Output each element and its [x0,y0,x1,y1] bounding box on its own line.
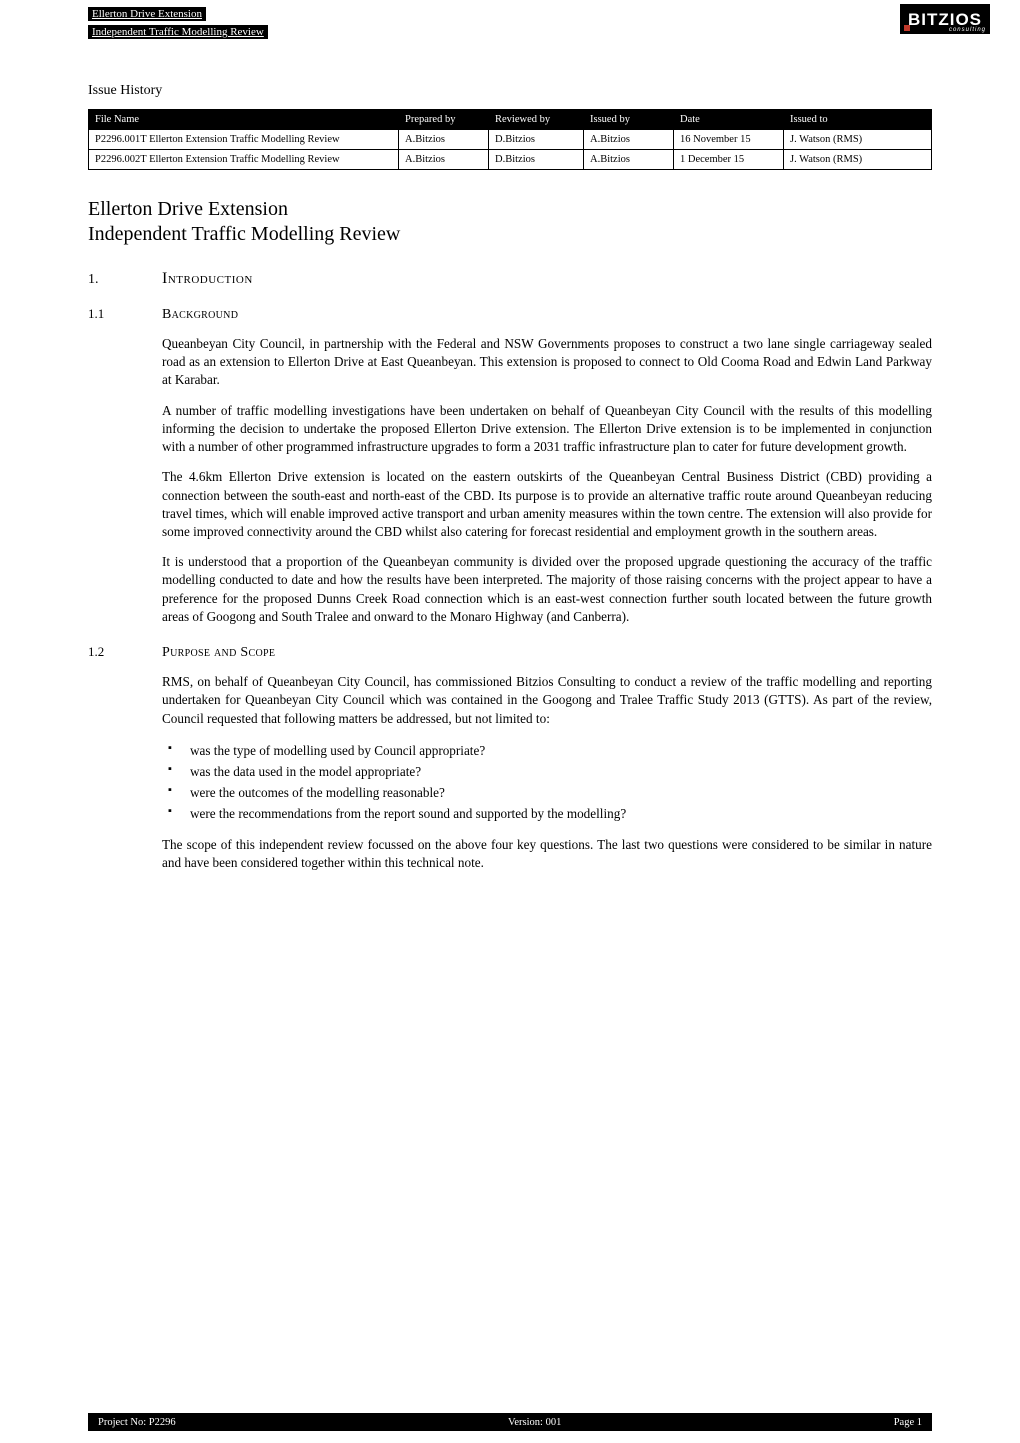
paragraph: A number of traffic modelling investigat… [162,402,932,457]
header-line-1: Ellerton Drive Extension [88,7,206,21]
logo-subtext: consulting [949,27,986,33]
logo-text: BITZIOS [908,11,982,28]
table-cell: A.Bitzios [399,150,489,170]
logo-accent-square [904,25,910,31]
table-cell: A.Bitzios [584,150,674,170]
col-header: Reviewed by [489,110,584,130]
list-item: were the outcomes of the modelling reaso… [162,782,932,803]
subsection-number: 1.1 [88,306,162,322]
col-header: Issued by [584,110,674,130]
list-item: were the recommendations from the report… [162,803,932,824]
subsection-title: Purpose and Scope [162,645,275,661]
subsection-title: Background [162,307,238,323]
col-header: Issued to [784,110,932,130]
company-logo: BITZIOS consulting [900,4,990,34]
header-line-2: Independent Traffic Modelling Review [88,25,268,39]
page-header: Ellerton Drive Extension Independent Tra… [0,0,1020,38]
paragraph: The scope of this independent review foc… [162,836,932,872]
table-header-row: File Name Prepared by Reviewed by Issued… [89,110,932,130]
list-item: was the type of modelling used by Counci… [162,740,932,761]
paragraph: The 4.6km Ellerton Drive extension is lo… [162,468,932,541]
section-heading: 1. Introduction [88,270,932,288]
page-content: Issue History File Name Prepared by Revi… [0,38,1020,873]
table-cell: A.Bitzios [584,130,674,150]
footer-center: Version: 001 [508,1417,561,1428]
footer-right: Page 1 [894,1417,922,1428]
table-row: P2296.001T Ellerton Extension Traffic Mo… [89,130,932,150]
table-cell: 1 December 15 [674,150,784,170]
table-cell: J. Watson (RMS) [784,130,932,150]
list-item: was the data used in the model appropria… [162,761,932,782]
section-title: Introduction [162,270,253,288]
document-subtitle: Independent Traffic Modelling Review [88,223,932,246]
paragraph: RMS, on behalf of Queanbeyan City Counci… [162,673,932,728]
footer-left: Project No: P2296 [98,1417,176,1428]
table-cell: J. Watson (RMS) [784,150,932,170]
col-header: Prepared by [399,110,489,130]
table-cell: P2296.001T Ellerton Extension Traffic Mo… [89,130,399,150]
subsection-heading: 1.1 Background [88,306,932,323]
document-title: Ellerton Drive Extension [88,198,932,221]
paragraph: Queanbeyan City Council, in partnership … [162,335,932,390]
section-number: 1. [88,272,162,288]
paragraph: It is understood that a proportion of th… [162,553,932,626]
table-cell: 16 November 15 [674,130,784,150]
header-left: Ellerton Drive Extension Independent Tra… [0,0,900,40]
table-cell: A.Bitzios [399,130,489,150]
col-header: File Name [89,110,399,130]
issue-history-heading: Issue History [88,83,932,99]
table-cell: D.Bitzios [489,150,584,170]
col-header: Date [674,110,784,130]
page-footer: Project No: P2296 Version: 001 Page 1 [88,1413,932,1431]
bullet-list: was the type of modelling used by Counci… [162,740,932,825]
subsection-number: 1.2 [88,644,162,660]
table-cell: P2296.002T Ellerton Extension Traffic Mo… [89,150,399,170]
subsection-heading: 1.2 Purpose and Scope [88,644,932,661]
issue-history-table: File Name Prepared by Reviewed by Issued… [88,109,932,170]
table-cell: D.Bitzios [489,130,584,150]
table-row: P2296.002T Ellerton Extension Traffic Mo… [89,150,932,170]
